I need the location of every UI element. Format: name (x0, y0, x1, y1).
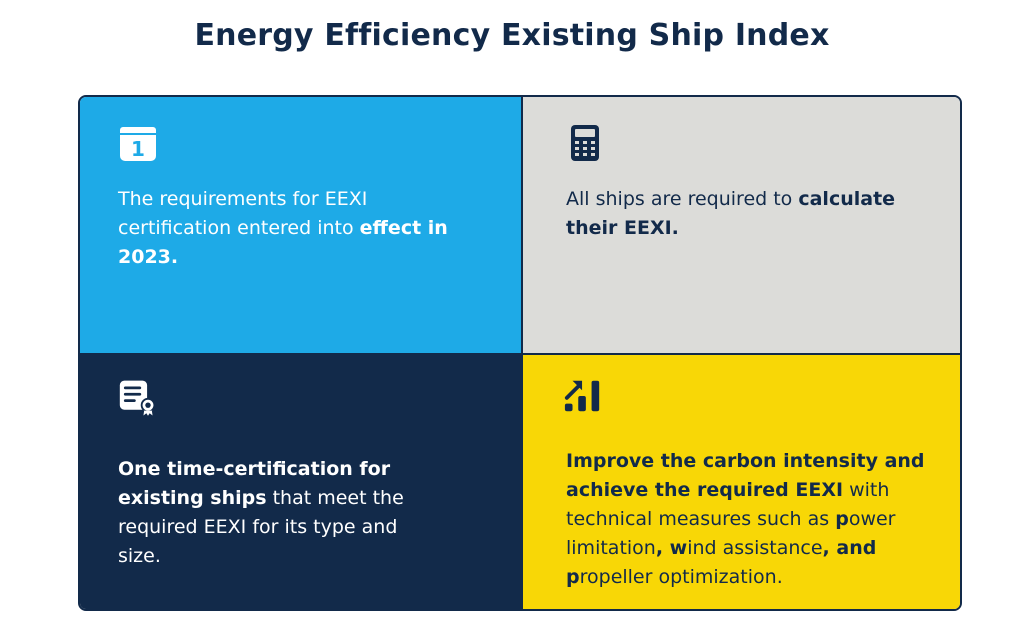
cell-text: One time-certification for existing ship… (118, 455, 438, 571)
bold-text-segment: , and (822, 537, 877, 559)
calendar-icon: 1 (120, 127, 156, 161)
text-segment: ropeller optimization. (579, 566, 783, 588)
certificate-icon (119, 380, 156, 417)
bold-text-segment: Improve the carbon intensity and achieve… (566, 450, 925, 501)
bold-text-segment: p (835, 508, 849, 530)
cell-effect-2023: 1 The requirements for EEXI certificatio… (80, 97, 523, 355)
cell-text: The requirements for EEXI certification … (118, 185, 478, 272)
cell-text: All ships are required to calculate thei… (566, 185, 946, 243)
text-segment: that meet the required EEXI for its type… (118, 487, 404, 567)
bold-text-segment: , w (655, 537, 688, 559)
page-title: Energy Efficiency Existing Ship Index (194, 18, 830, 53)
calendar-icon-number: 1 (131, 137, 145, 161)
info-grid: 1 The requirements for EEXI certificatio… (78, 95, 962, 611)
cell-text: Improve the carbon intensity and achieve… (566, 447, 946, 592)
bold-text-segment: p (566, 566, 580, 588)
calculator-icon (571, 125, 599, 161)
cell-improve-carbon-intensity: Improve the carbon intensity and achieve… (523, 355, 960, 609)
bold-text-segment: calculate their EEXI. (566, 188, 896, 239)
cell-calculate: All ships are required to calculate thei… (523, 97, 960, 355)
text-segment: All ships are required to (566, 188, 799, 210)
text-segment: ind assistance (687, 537, 823, 559)
text-segment: with technical measures such as (566, 479, 890, 530)
growth-chart-icon (564, 380, 600, 412)
cell-one-time-certification: One time-certification for existing ship… (80, 355, 523, 609)
text-segment: The requirements for EEXI certification … (118, 188, 368, 239)
bold-text-segment: One time-certification for existing ship… (118, 458, 391, 509)
bold-text-segment: effect in 2023. (118, 217, 448, 268)
text-segment: ower limitation (566, 508, 896, 559)
